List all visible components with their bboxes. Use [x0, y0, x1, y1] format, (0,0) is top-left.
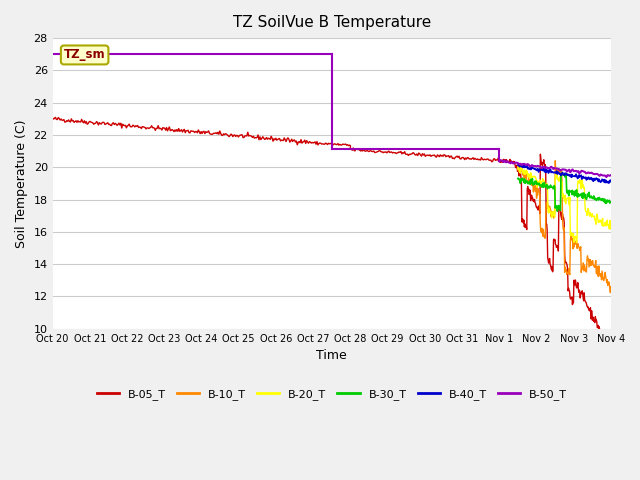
- Text: TZ_sm: TZ_sm: [64, 48, 106, 61]
- Y-axis label: Soil Temperature (C): Soil Temperature (C): [15, 119, 28, 248]
- Title: TZ SoilVue B Temperature: TZ SoilVue B Temperature: [233, 15, 431, 30]
- Legend: B-05_T, B-10_T, B-20_T, B-30_T, B-40_T, B-50_T: B-05_T, B-10_T, B-20_T, B-30_T, B-40_T, …: [92, 384, 572, 405]
- X-axis label: Time: Time: [316, 349, 347, 362]
